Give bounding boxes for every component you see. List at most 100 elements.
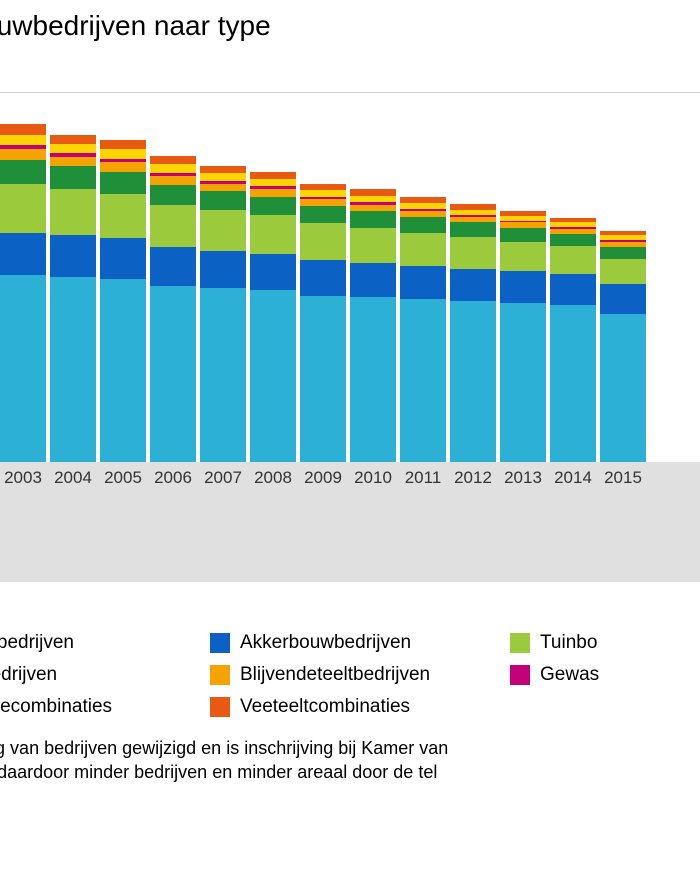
- legend-label-hokdier: bedrijven: [0, 664, 57, 686]
- segment-tuinbouw: [550, 246, 596, 274]
- segment-hokdier: [300, 206, 346, 224]
- legend-label-graasdier: erbedrijven: [0, 632, 74, 654]
- x-label-2012: 2012: [450, 468, 496, 582]
- plot-area: [0, 92, 700, 462]
- footnote-line2: af 2016 zijn daardoor minder bedrijven e…: [0, 762, 437, 782]
- x-label-2015: 2015: [600, 468, 646, 582]
- segment-blijvende: [0, 149, 46, 159]
- bar-2005: [100, 140, 146, 462]
- segment-veeteelt: [0, 124, 46, 134]
- segment-gewasvee: [0, 135, 46, 145]
- segment-veeteelt: [150, 156, 196, 164]
- x-label-2005: 2005: [100, 468, 146, 582]
- segment-akkerbouw: [150, 247, 196, 286]
- segment-graasdier: [250, 290, 296, 462]
- segment-veeteelt: [250, 172, 296, 179]
- segment-hokdier: [0, 160, 46, 184]
- segment-akkerbouw: [400, 266, 446, 299]
- x-label-2013: 2013: [500, 468, 546, 582]
- segment-tuinbouw: [400, 233, 446, 266]
- chart-area: 2200320042005200620072008200920102011201…: [0, 92, 700, 582]
- legend-label-blijvende: Blijvendeteeltbedrijven: [240, 664, 430, 686]
- segment-graasdier: [300, 296, 346, 463]
- legend-label-akkerbouw: Akkerbouwbedrijven: [240, 632, 411, 654]
- x-label-2009: 2009: [300, 468, 346, 582]
- segment-veeteelt: [50, 135, 96, 144]
- segment-veeteelt: [200, 166, 246, 173]
- segment-blijvende: [150, 176, 196, 184]
- bar-2015: [600, 231, 646, 462]
- footnote-line1: aanschrijving van bedrijven gewijzigd en…: [0, 738, 448, 758]
- segment-gewasvee: [100, 149, 146, 158]
- segment-akkerbouw: [50, 235, 96, 277]
- segment-tuinbouw: [300, 223, 346, 260]
- segment-tuinbouw: [0, 184, 46, 233]
- segment-tuinbouw: [250, 215, 296, 254]
- bar-2007: [200, 166, 246, 462]
- segment-akkerbouw: [250, 254, 296, 290]
- segment-hokdier: [350, 211, 396, 228]
- chart-title: dbouwbedrijven naar type: [0, 0, 700, 42]
- segment-akkerbouw: [200, 251, 246, 288]
- segment-gewasvee: [50, 144, 96, 153]
- segment-hokdier: [150, 185, 196, 205]
- segment-tuinbouw: [100, 194, 146, 238]
- bar-2010: [350, 189, 396, 462]
- footnote: aanschrijving van bedrijven gewijzigd en…: [0, 736, 700, 785]
- segment-akkerbouw: [300, 260, 346, 295]
- segment-veeteelt: [100, 140, 146, 149]
- legend-swatch-gewas: [510, 665, 530, 685]
- segment-graasdier: [50, 277, 96, 462]
- segment-hokdier: [50, 166, 96, 189]
- segment-akkerbouw: [100, 238, 146, 279]
- segment-hokdier: [500, 228, 546, 242]
- x-label-2007: 2007: [200, 468, 246, 582]
- segment-akkerbouw: [450, 269, 496, 301]
- segment-graasdier: [200, 288, 246, 462]
- segment-tuinbouw: [50, 189, 96, 235]
- x-label-2003: 2003: [0, 468, 46, 582]
- segment-blijvende: [100, 162, 146, 171]
- segment-hokdier: [250, 197, 296, 216]
- segment-graasdier: [100, 279, 146, 462]
- legend-item-blijvende: Blijvendeteeltbedrijven: [210, 664, 510, 686]
- segment-tuinbouw: [500, 242, 546, 272]
- legend-swatch-tuinbouw: [510, 633, 530, 653]
- bar-2013: [500, 211, 546, 462]
- segment-graasdier: [600, 314, 646, 462]
- segment-gewasvee: [250, 179, 296, 186]
- x-label-2014: 2014: [550, 468, 596, 582]
- legend-item-gewasvee: veecombinaties: [0, 696, 210, 718]
- legend-swatch-akkerbouw: [210, 633, 230, 653]
- segment-gewasvee: [150, 164, 196, 172]
- segment-graasdier: [150, 286, 196, 462]
- bar-2008: [250, 172, 296, 462]
- legend-item-akkerbouw: Akkerbouwbedrijven: [210, 632, 510, 654]
- bar-2003: [0, 124, 46, 462]
- segment-graasdier: [450, 301, 496, 462]
- bar-2012: [450, 204, 496, 462]
- segment-hokdier: [550, 234, 596, 247]
- legend-label-gewas: Gewas: [540, 664, 599, 686]
- segment-graasdier: [0, 275, 46, 462]
- x-axis: 2200320042005200620072008200920102011201…: [0, 462, 700, 582]
- segment-graasdier: [400, 299, 446, 462]
- legend-item-tuinbouw: Tuinbo: [510, 632, 700, 654]
- legend-item-veeteelt: Veeteeltcombinaties: [210, 696, 510, 718]
- segment-tuinbouw: [200, 210, 246, 251]
- segment-blijvende: [200, 184, 246, 191]
- segment-akkerbouw: [500, 271, 546, 302]
- segment-tuinbouw: [150, 205, 196, 248]
- segment-tuinbouw: [350, 228, 396, 263]
- x-label-2004: 2004: [50, 468, 96, 582]
- bar-2011: [400, 197, 446, 462]
- bars-container: [0, 93, 646, 462]
- segment-graasdier: [500, 303, 546, 462]
- x-label-2008: 2008: [250, 468, 296, 582]
- bar-2004: [50, 135, 96, 462]
- segment-hokdier: [400, 217, 446, 233]
- segment-akkerbouw: [350, 263, 396, 297]
- segment-akkerbouw: [600, 284, 646, 314]
- segment-hokdier: [100, 172, 146, 194]
- legend-item-graasdier: erbedrijven: [0, 632, 210, 654]
